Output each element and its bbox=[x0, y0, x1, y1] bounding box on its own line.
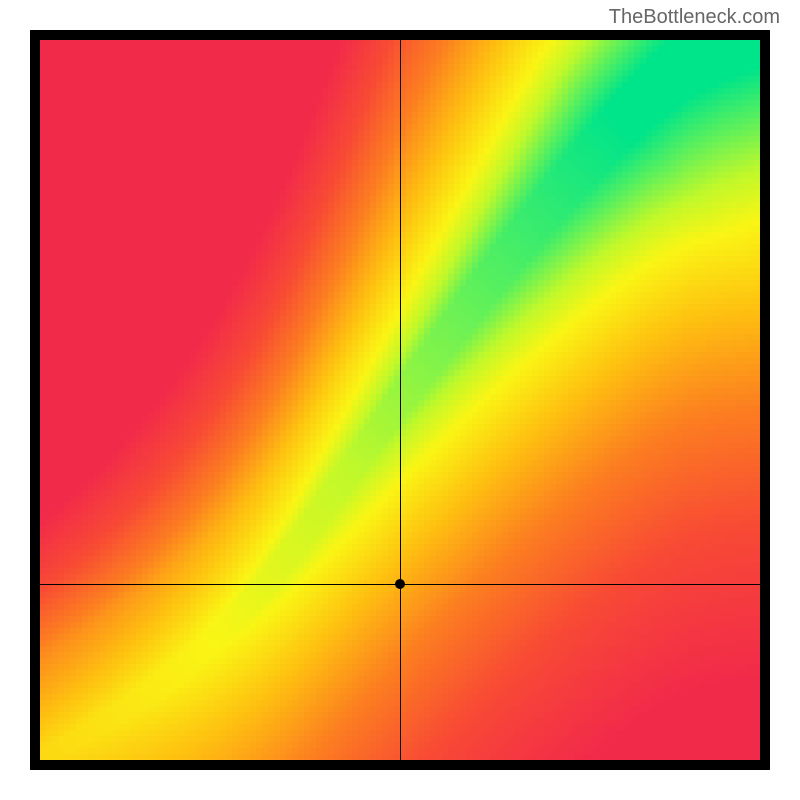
watermark-text: TheBottleneck.com bbox=[609, 6, 780, 29]
crosshair-dot bbox=[395, 579, 405, 589]
crosshair-vertical bbox=[400, 30, 401, 770]
heatmap-frame bbox=[30, 30, 770, 770]
